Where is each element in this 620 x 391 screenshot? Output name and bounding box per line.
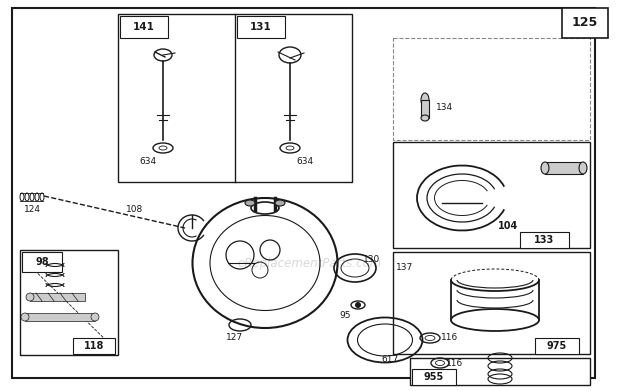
Ellipse shape bbox=[245, 200, 255, 206]
Circle shape bbox=[355, 302, 361, 308]
Ellipse shape bbox=[421, 115, 429, 121]
Bar bbox=[20, 250, 118, 355]
Bar bbox=[535, 338, 579, 354]
Text: 137: 137 bbox=[396, 264, 414, 273]
Bar bbox=[393, 142, 590, 248]
Bar bbox=[545, 162, 583, 174]
Ellipse shape bbox=[421, 93, 429, 107]
Text: 116: 116 bbox=[441, 334, 459, 343]
Bar bbox=[73, 338, 115, 354]
Bar bbox=[520, 232, 569, 248]
Text: 125: 125 bbox=[572, 16, 598, 29]
Text: 634: 634 bbox=[296, 158, 314, 167]
Bar bbox=[393, 38, 590, 140]
Text: 955: 955 bbox=[424, 372, 444, 382]
Ellipse shape bbox=[579, 162, 587, 174]
Bar bbox=[410, 358, 590, 385]
Text: 134: 134 bbox=[436, 104, 454, 113]
Text: 975: 975 bbox=[547, 341, 567, 351]
Bar bbox=[412, 369, 456, 385]
Bar bbox=[393, 252, 590, 354]
Ellipse shape bbox=[91, 313, 99, 321]
Text: 124: 124 bbox=[24, 206, 40, 215]
Text: 108: 108 bbox=[126, 206, 144, 215]
Bar bbox=[237, 16, 285, 38]
Text: 133: 133 bbox=[534, 235, 555, 245]
Text: 98: 98 bbox=[35, 257, 49, 267]
Text: 104: 104 bbox=[498, 221, 518, 231]
Text: 95: 95 bbox=[339, 312, 351, 321]
Text: 116: 116 bbox=[446, 359, 464, 368]
Ellipse shape bbox=[26, 293, 34, 301]
Ellipse shape bbox=[21, 313, 29, 321]
Ellipse shape bbox=[451, 309, 539, 331]
Text: 118: 118 bbox=[84, 341, 104, 351]
Text: 127: 127 bbox=[226, 334, 244, 343]
Bar bbox=[120, 16, 168, 38]
Text: 617: 617 bbox=[381, 355, 399, 364]
Text: 131: 131 bbox=[250, 22, 272, 32]
Bar bbox=[22, 252, 62, 272]
Bar bbox=[118, 14, 352, 182]
Text: 130: 130 bbox=[363, 255, 381, 264]
Text: 634: 634 bbox=[140, 158, 157, 167]
Text: eReplacementParts.com: eReplacementParts.com bbox=[238, 256, 382, 269]
Bar bbox=[25, 313, 95, 321]
Bar bbox=[30, 293, 85, 301]
Bar bbox=[562, 8, 608, 38]
Ellipse shape bbox=[541, 162, 549, 174]
Bar bbox=[421, 100, 429, 118]
Ellipse shape bbox=[275, 200, 285, 206]
Text: 141: 141 bbox=[133, 22, 155, 32]
